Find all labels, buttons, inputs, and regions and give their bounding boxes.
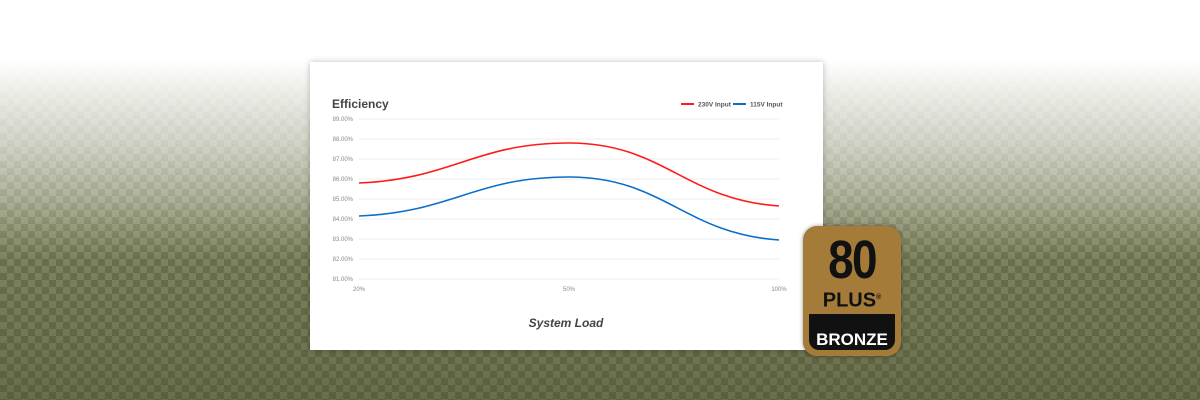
y-tick-label: 82.00% [333,257,354,263]
series-line [358,142,780,207]
y-tick-label: 87.00% [333,157,354,163]
x-tick-label: 20% [353,287,366,293]
y-tick-label: 88.00% [333,137,354,143]
efficiency-chart-card: Efficiency 230V Input 115V Input 81.00% 82… [310,62,823,350]
x-tick-label: 50% [563,287,576,293]
efficiency-chart: Efficiency 230V Input 115V Input 81.00% 82… [332,97,787,330]
x-tick-label: 100% [771,287,787,293]
legend-label: 115V Input [750,102,783,109]
y-tick-label: 89.00% [333,117,354,123]
series-line [358,176,780,241]
chart-title: Efficiency [332,97,389,111]
x-axis-label: System Load [529,316,604,330]
y-tick-label: 84.00% [333,217,354,223]
y-tick-label: 81.00% [333,277,354,283]
legend-label: 230V Input [698,102,732,109]
y-tick-label: 86.00% [333,177,354,183]
legend: 230V Input 115V Input [681,102,783,109]
80-plus-bronze-logo: 80 PLUS® BRONZE [803,226,901,356]
y-tick-label: 83.00% [333,237,354,243]
y-tick-label: 85.00% [333,197,354,203]
